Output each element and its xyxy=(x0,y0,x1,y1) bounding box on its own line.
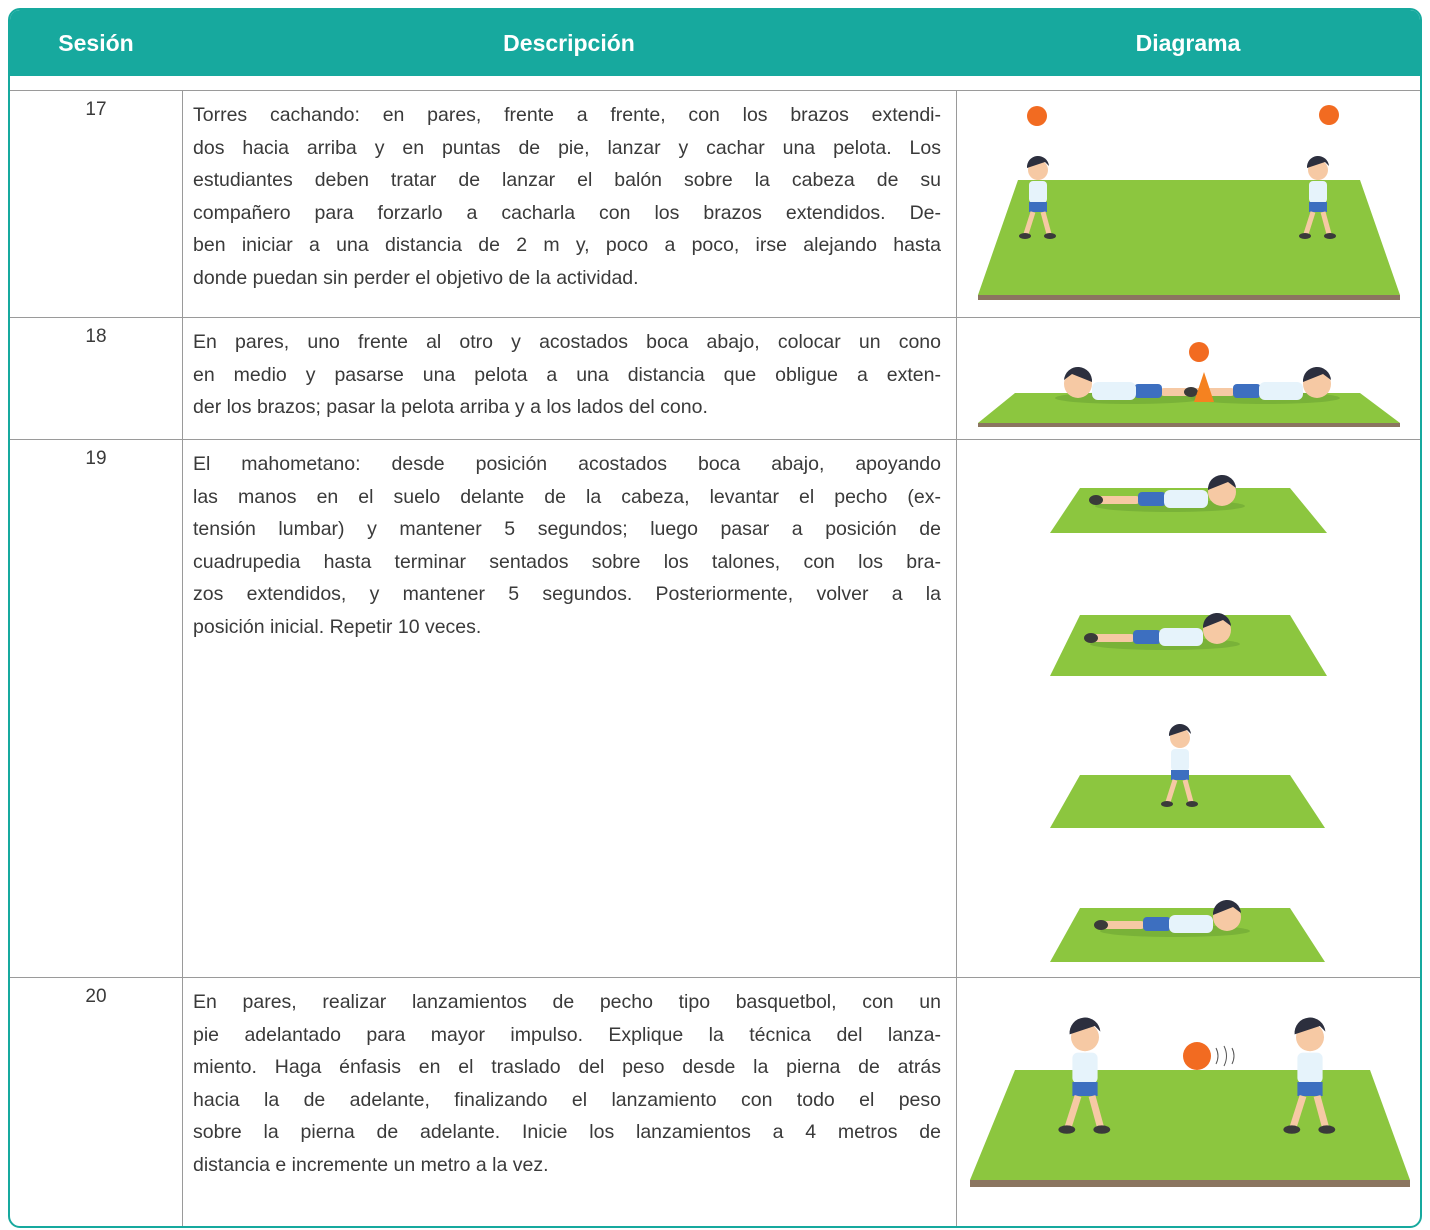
description-line: Torres cachando: en pares, frente a fren… xyxy=(193,104,941,126)
description-line: En pares, uno frente al otro y acostados… xyxy=(193,331,941,353)
session-number: 17 xyxy=(85,99,107,120)
description-line: zos extendidos, y mantener 5 segundos. P… xyxy=(193,583,941,605)
description-line: estudiantes deben tratar de lanzar el ba… xyxy=(193,169,941,191)
column-divider xyxy=(956,90,957,1226)
session-number: 19 xyxy=(85,448,107,469)
table-row: 17 Torres cachando: en pares, frente a fr… xyxy=(10,90,1420,317)
description-line: las manos en el suelo delante de la cabe… xyxy=(193,485,941,508)
column-divider xyxy=(182,90,183,1226)
description-line: en medio y pasarse una pelota a una dist… xyxy=(193,363,941,386)
description-line: tensión lumbar) y mantener 5 segundos; l… xyxy=(193,518,941,540)
session-number: 20 xyxy=(85,986,107,1007)
description-line: distancia e incremente un metro a la vez… xyxy=(193,1153,549,1176)
table: Sesión Descripción Diagrama 17 Torres cac… xyxy=(8,8,1422,1228)
session-number: 18 xyxy=(85,326,107,347)
header-cell: Sesión xyxy=(58,30,134,56)
table-row: 20 En pares, realizar lanzamientos de pec… xyxy=(10,977,1420,1226)
description-line: miento. Haga énfasis en el traslado del … xyxy=(193,1056,941,1078)
description-line: posición inicial. Repetir 10 veces. xyxy=(193,615,482,638)
description-line: En pares, realizar lanzamientos de pecho… xyxy=(193,991,941,1013)
description: Torres cachando: en pares, frente a fren… xyxy=(193,99,941,294)
header-cell: Descripción xyxy=(503,30,635,56)
description-line: ben iniciar a una distancia de 2 m y, po… xyxy=(193,234,941,256)
description-line: sobre la pierna de adelante. Inicie los … xyxy=(193,1121,941,1143)
description-line: dos hacia arriba y en puntas de pie, lan… xyxy=(193,136,941,159)
description-line: donde puedan sin perder el objetivo de l… xyxy=(193,266,639,289)
header-cell: Diagrama xyxy=(1135,30,1241,56)
description: El mahometano: desde posición acostados … xyxy=(193,448,941,643)
table-row: 19 El mahometano: desde posición acostado… xyxy=(10,439,1420,977)
description-line: hacia la de adelante, finalizando el lan… xyxy=(193,1088,941,1111)
table-row: 18 En pares, uno frente al otro y acostad… xyxy=(10,317,1420,439)
description-line: der los brazos; pasar la pelota arriba y… xyxy=(193,396,708,418)
description-line: compañero para forzarlo a cacharla con l… xyxy=(193,201,941,224)
description-line: El mahometano: desde posición acostados … xyxy=(193,453,941,475)
description-line: cuadrupedia hasta terminar sentados sobr… xyxy=(193,550,941,573)
table-header: Sesión Descripción Diagrama xyxy=(10,10,1420,76)
description-line: pie adelantado para mayor impulso. Expli… xyxy=(193,1023,941,1046)
description: En pares, uno frente al otro y acostados… xyxy=(193,326,941,424)
description: En pares, realizar lanzamientos de pecho… xyxy=(193,986,941,1181)
